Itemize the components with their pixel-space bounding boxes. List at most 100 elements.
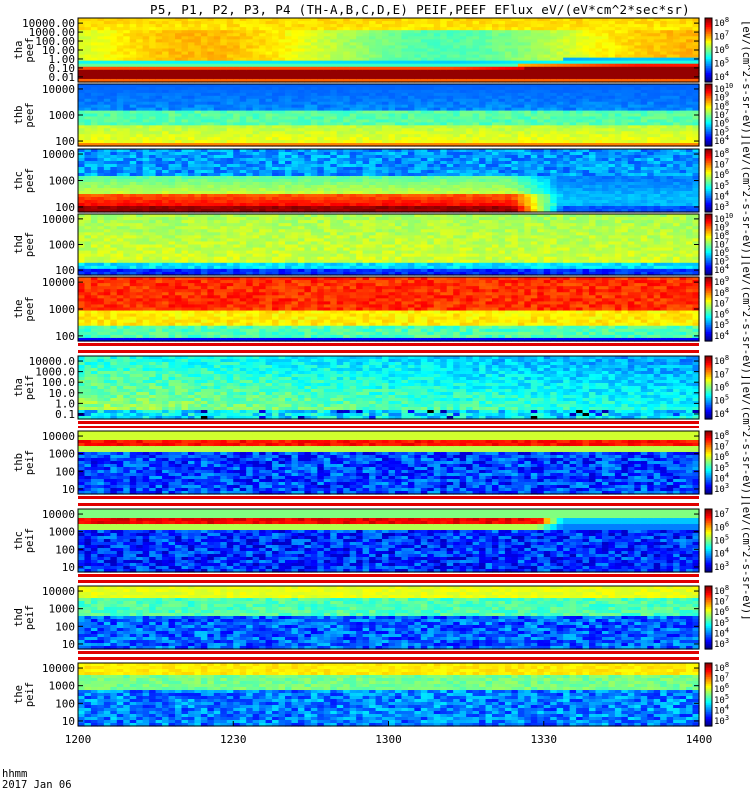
spectrogram-cell bbox=[666, 42, 674, 47]
spectrogram-cell bbox=[304, 48, 312, 53]
spectrogram-cell bbox=[660, 36, 668, 40]
spectrogram-cell bbox=[362, 84, 370, 88]
spectrogram-cell bbox=[627, 98, 635, 103]
spectrogram-cell bbox=[375, 63, 383, 68]
spectrogram-cell bbox=[194, 185, 202, 189]
spectrogram-cell bbox=[90, 182, 99, 186]
spectrogram-cell bbox=[239, 125, 247, 129]
spectrogram-cell bbox=[155, 84, 163, 88]
spectrogram-cell bbox=[200, 191, 208, 195]
spectrogram-cell bbox=[97, 197, 105, 201]
spectrogram-cell bbox=[433, 119, 441, 123]
spectrogram-cell bbox=[530, 18, 538, 22]
spectrogram-cell bbox=[550, 119, 558, 123]
spectrogram-cell bbox=[550, 21, 558, 25]
spectrogram-cell bbox=[129, 89, 137, 94]
spectrogram-cell bbox=[388, 27, 396, 31]
spectrogram-cell bbox=[129, 119, 137, 123]
spectrogram-cell bbox=[394, 134, 403, 138]
spectrogram-cell bbox=[614, 119, 622, 123]
spectrogram-cell bbox=[317, 33, 325, 37]
spectrogram-cell bbox=[349, 110, 357, 115]
spectrogram-cell bbox=[343, 45, 351, 50]
spectrogram-cell bbox=[433, 69, 441, 74]
spectrogram-cell bbox=[233, 33, 241, 37]
spectrogram-cell bbox=[537, 36, 545, 40]
spectrogram-cell bbox=[272, 128, 280, 132]
spectrogram-cell bbox=[207, 137, 215, 141]
colorbar-segment bbox=[705, 140, 712, 144]
spectrogram-cell bbox=[388, 134, 396, 138]
spectrogram-cell bbox=[627, 54, 635, 59]
spectrogram-cell bbox=[181, 194, 189, 198]
spectrogram-cell bbox=[142, 134, 150, 138]
spectrogram-cell bbox=[472, 116, 480, 121]
spectrogram-cell bbox=[194, 60, 202, 65]
spectrogram-cell bbox=[168, 161, 176, 165]
spectrogram-cell bbox=[647, 134, 655, 138]
spectrogram-cell bbox=[627, 39, 635, 43]
spectrogram-cell bbox=[78, 158, 86, 162]
spectrogram-cell bbox=[97, 155, 105, 159]
spectrogram-cell bbox=[200, 137, 208, 141]
spectrogram-cell bbox=[129, 209, 137, 213]
spectrogram-cell bbox=[103, 143, 111, 147]
spectrogram-cell bbox=[272, 33, 280, 37]
spectrogram-cell bbox=[595, 30, 603, 34]
spectrogram-cell bbox=[110, 33, 118, 37]
spectrogram-cell bbox=[233, 66, 241, 71]
spectrogram-cell bbox=[78, 170, 86, 174]
spectrogram-cell bbox=[517, 86, 525, 91]
spectrogram-cell bbox=[595, 137, 603, 141]
spectrogram-cell bbox=[149, 200, 157, 204]
spectrogram-cell bbox=[207, 122, 215, 126]
spectrogram-cell bbox=[304, 122, 312, 126]
spectrogram-cell bbox=[194, 137, 202, 141]
spectrogram-cell bbox=[226, 66, 234, 71]
spectrogram-cell bbox=[647, 89, 655, 94]
spectrogram-cell bbox=[504, 24, 513, 28]
spectrogram-cell bbox=[103, 182, 111, 186]
spectrogram-cell bbox=[343, 78, 351, 83]
spectrogram-cell bbox=[136, 63, 144, 68]
spectrogram-cell bbox=[595, 89, 603, 94]
spectrogram-cell bbox=[265, 60, 273, 65]
spectrogram-cell bbox=[511, 95, 519, 100]
spectrogram-cell bbox=[524, 72, 532, 77]
spectrogram-cell bbox=[453, 110, 461, 115]
spectrogram-cell bbox=[175, 203, 183, 207]
spectrogram-cell bbox=[414, 36, 422, 40]
spectrogram-cell bbox=[278, 75, 286, 80]
spectrogram-cell bbox=[343, 84, 351, 88]
spectrogram-cell bbox=[446, 116, 454, 121]
spectrogram-cell bbox=[162, 33, 170, 37]
spectrogram-cell bbox=[362, 116, 370, 121]
spectrogram-cell bbox=[556, 84, 564, 88]
spectrogram-cell bbox=[582, 116, 590, 121]
spectrogram-cell bbox=[323, 140, 331, 144]
spectrogram-cell bbox=[601, 66, 610, 71]
spectrogram-cell bbox=[181, 122, 189, 126]
spectrogram-cell bbox=[382, 72, 390, 77]
spectrogram-cell bbox=[136, 54, 144, 59]
y-tick-label: 10000.00 bbox=[22, 17, 75, 30]
colorbar-segment bbox=[705, 99, 712, 102]
spectrogram-cell bbox=[401, 48, 409, 53]
spectrogram-cell bbox=[466, 54, 474, 59]
spectrogram-cell bbox=[155, 143, 163, 147]
spectrogram-cell bbox=[110, 200, 118, 204]
spectrogram-cell bbox=[304, 30, 312, 34]
spectrogram-cell bbox=[543, 78, 551, 83]
spectrogram-cell bbox=[459, 33, 467, 37]
spectrogram-cell bbox=[129, 60, 137, 65]
spectrogram-cell bbox=[679, 131, 687, 135]
spectrogram-cell bbox=[543, 134, 551, 138]
spectrogram-cell bbox=[162, 158, 170, 162]
spectrogram-cell bbox=[272, 39, 280, 43]
spectrogram-cell bbox=[336, 113, 344, 118]
spectrogram-cell bbox=[310, 128, 318, 132]
spectrogram-cell bbox=[291, 116, 299, 121]
spectrogram-cell bbox=[530, 128, 538, 132]
spectrogram-cell bbox=[220, 107, 228, 112]
spectrogram-cell bbox=[621, 140, 629, 144]
